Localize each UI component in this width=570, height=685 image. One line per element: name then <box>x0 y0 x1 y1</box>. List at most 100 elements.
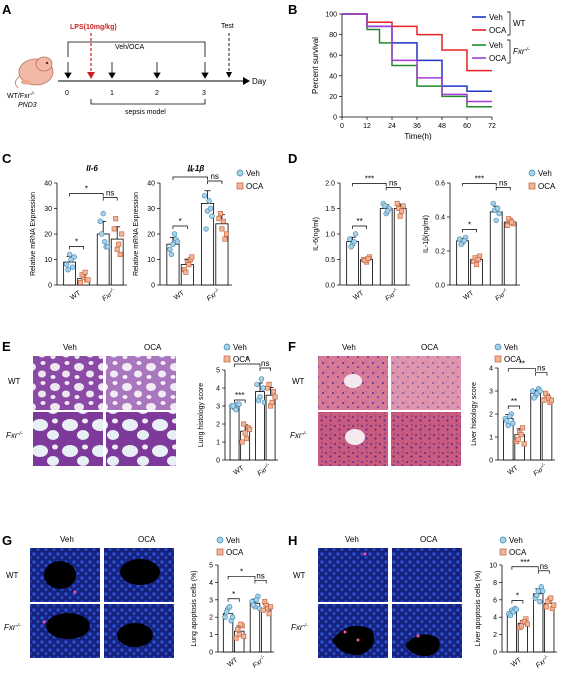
F-x-tick-label-fxr-base: Fxr <box>532 466 545 478</box>
C1-point <box>114 246 120 252</box>
h-vessel-fxr-veh <box>332 625 375 656</box>
legend-group-fxr: Fxr-/- <box>513 47 530 56</box>
C2-x-tick-label-fxr-base: Fxr <box>206 291 219 303</box>
E-y-tick-label: 5 <box>216 368 220 375</box>
f-image-fxr-oca <box>391 412 461 466</box>
legend-text-oca-fxr: OCA <box>489 54 507 63</box>
legend-d-veh-marker <box>528 169 536 177</box>
treatment-bracket <box>67 41 206 57</box>
E-point <box>242 430 248 436</box>
E-y-tick-label: 1 <box>216 440 220 447</box>
G-sig-veh-bracket <box>227 575 256 580</box>
panel-b: B 0 20 40 60 80 100 0 12 24 36 48 60 72 Time(h) Percen… <box>288 2 530 141</box>
D2-sig-wt-bracket <box>462 229 477 233</box>
C2-sig-fxr-bracket <box>207 180 223 184</box>
E-sig-veh-label: * <box>246 355 249 364</box>
D2-point <box>458 241 464 247</box>
D2-point <box>475 256 481 262</box>
H-x-tick-label-wt: WT <box>510 656 524 668</box>
e-image-fxr-veh <box>33 412 103 466</box>
timeline-arrowhead <box>243 77 250 85</box>
H-y-label: Liver apoptosis cells (%) <box>475 571 482 647</box>
C2-sig-veh-label: ** <box>187 168 193 177</box>
D2-y-tick-label: 0.2 <box>435 249 445 256</box>
F-point <box>531 395 537 401</box>
C2-y-tick-label: 20 <box>147 232 155 239</box>
F-point <box>541 397 547 403</box>
g-row-fxr: Fxr-/- <box>4 623 21 632</box>
legend-d-oca: OCA <box>538 182 556 191</box>
D2-point <box>509 219 515 225</box>
F-point <box>518 432 524 438</box>
f-col-oca: OCA <box>421 343 439 352</box>
G-y-tick-label: 0 <box>209 650 213 657</box>
D1-y-label: IL-6(ng/ml) <box>313 217 320 251</box>
E-sig-fxr-bracket <box>259 367 271 371</box>
C1-point <box>71 254 77 260</box>
H-point <box>543 604 549 610</box>
G-point <box>253 597 260 603</box>
mouse-pup-icon <box>15 56 54 89</box>
g-col-veh: Veh <box>60 535 74 544</box>
C1-y-tick-label: 40 <box>44 181 52 188</box>
E-point <box>258 376 265 382</box>
C1-point <box>98 231 105 237</box>
G-point <box>233 635 239 641</box>
C2-point <box>216 216 222 222</box>
g-apoptotic-cell <box>42 620 46 624</box>
legend-c-oca-marker <box>236 182 244 190</box>
C1-y-label: Relative mRNA Expression <box>30 192 37 276</box>
H-y-tick-label: 2 <box>493 632 497 639</box>
E-sig-wt-bracket <box>234 399 246 403</box>
panel-a: A WT/Fxr-/- PND3 Day Veh/OCA LPS(10mg/kg… <box>2 2 266 116</box>
G-point <box>223 609 230 615</box>
C1-point <box>116 241 122 247</box>
D1-point <box>397 213 403 219</box>
b-y-tick-label: 100 <box>325 12 337 19</box>
H-sig-fxr-label: ns <box>540 562 548 571</box>
legend-g: Veh OCA <box>216 536 244 557</box>
legend-text-oca-wt: OCA <box>489 26 507 35</box>
H-sig-wt-label: * <box>516 592 519 601</box>
b-y-tick-label: 60 <box>329 53 337 60</box>
C2-point <box>217 211 223 217</box>
E-point <box>254 381 260 388</box>
D1-point <box>394 200 400 206</box>
D1-y-tick-label: 2.0 <box>325 181 335 188</box>
E-y-tick-label: 4 <box>216 386 220 393</box>
C1-point <box>104 244 111 250</box>
h-apoptotic-cell <box>363 552 367 556</box>
F-y-tick-label: 1 <box>489 435 493 442</box>
G-y-label: Lung apoptosis cells (%) <box>191 570 198 646</box>
D2-x-tick-label-fxr-sup: -/- <box>501 287 509 295</box>
F-point <box>505 422 511 429</box>
G-point <box>236 632 242 638</box>
G-sig-fxr-label: ns <box>256 571 264 580</box>
C1-point <box>101 238 108 245</box>
panel-letter-a: A <box>2 2 12 17</box>
C2-point <box>167 246 173 253</box>
G-point <box>268 604 274 610</box>
legend-f-oca-marker <box>494 355 502 363</box>
H-sig-fxr-bracket <box>537 570 550 574</box>
legend-f: Veh OCA <box>494 343 522 364</box>
F-sig-veh-label: ** <box>519 360 525 369</box>
g-row-wt: WT <box>6 571 19 580</box>
legend-g-veh-marker <box>216 536 224 544</box>
legend-f-veh-marker <box>494 343 502 351</box>
G-y-tick-label: 4 <box>209 580 213 587</box>
G-sig-wt-bracket <box>227 598 240 602</box>
C2-point <box>203 226 209 232</box>
f-row-fxr: Fxr-/- <box>290 431 307 440</box>
legend-e: Veh OCA <box>223 343 251 364</box>
b-y-tick-label: 20 <box>329 94 337 101</box>
E-point <box>230 403 236 409</box>
F-point <box>515 436 521 442</box>
H-point <box>534 592 540 599</box>
F-point <box>504 418 510 424</box>
f-col-veh: Veh <box>342 343 356 352</box>
b-x-tick-label: 0 <box>340 123 344 130</box>
timeline-day-label: Day <box>252 77 266 86</box>
